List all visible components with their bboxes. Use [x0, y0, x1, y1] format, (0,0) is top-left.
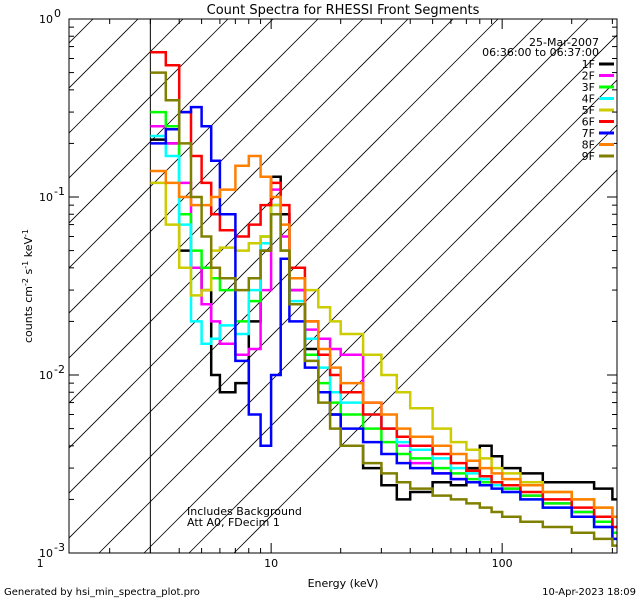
hatch-line	[69, 19, 94, 44]
y-tick-label: 10	[39, 547, 53, 560]
legend-label-6F: 6F	[582, 116, 595, 129]
footer-date: 10-Apr-2023 18:09	[542, 587, 636, 598]
y-tick-exponent: 0	[54, 7, 61, 20]
legend-label-2F: 2F	[582, 70, 595, 83]
series-layer	[150, 51, 617, 547]
series-line-9F	[150, 71, 617, 547]
hatch-line	[233, 169, 617, 553]
legend-label-5F: 5F	[582, 104, 595, 117]
hatch-line	[69, 19, 499, 449]
legend-label-9F: 9F	[582, 150, 595, 163]
hatch-line	[69, 19, 454, 404]
series-line-5F	[150, 181, 617, 518]
hatch-line	[69, 19, 229, 179]
legend-time-range: 06:36:00 to 06:37:00	[482, 46, 599, 59]
legend-label-4F: 4F	[582, 93, 595, 106]
hatch-line	[69, 19, 274, 224]
series-line-8F	[150, 154, 617, 518]
x-tick-label: 100	[492, 557, 513, 570]
hatch-line	[69, 19, 409, 359]
legend-date: 25-Mar-2007	[529, 36, 599, 49]
hatch-line	[69, 19, 364, 314]
legend-label-1F: 1F	[582, 58, 595, 71]
legend-label-8F: 8F	[582, 139, 595, 152]
hatch-line	[143, 79, 617, 553]
y-axis-label: counts cm-2 s-1 keV-1	[21, 229, 36, 343]
legend-label-3F: 3F	[582, 81, 595, 94]
y-tick-label: 10	[39, 369, 53, 382]
footer-generated: Generated by hsi_min_spectra_plot.pro	[4, 587, 200, 598]
annotation-attenuator: Att A0, FDecim 1	[187, 516, 280, 529]
annotation-background: Includes Background	[187, 505, 302, 518]
hatch-line	[98, 34, 617, 553]
hatch-line	[69, 19, 184, 134]
hatch-line	[69, 19, 319, 269]
y-tick-label: 10	[39, 13, 53, 26]
hatched-region	[0, 19, 617, 553]
series-line-3F	[150, 110, 617, 534]
hatch-line	[69, 19, 589, 539]
chart-title: Count Spectra for RHESSI Front Segments	[207, 3, 480, 18]
y-tick-exponent: -1	[54, 185, 65, 198]
legend-label-7F: 7F	[582, 127, 595, 140]
series-line-7F	[150, 105, 617, 541]
x-tick-label: 10	[264, 557, 278, 570]
x-tick-label: 1	[37, 557, 44, 570]
hatch-line	[0, 19, 3, 553]
legend: 25-Mar-2007 06:36:00 to 06:37:00 1F2F3F4…	[482, 36, 614, 163]
hatch-line	[188, 124, 617, 553]
x-axis-label: Energy (keV)	[308, 577, 379, 590]
y-tick-exponent: -2	[54, 363, 65, 376]
plot-frame	[68, 18, 618, 554]
hatch-line	[69, 19, 544, 494]
y-tick-exponent: -3	[54, 541, 65, 554]
y-tick-label: 10	[39, 191, 53, 204]
